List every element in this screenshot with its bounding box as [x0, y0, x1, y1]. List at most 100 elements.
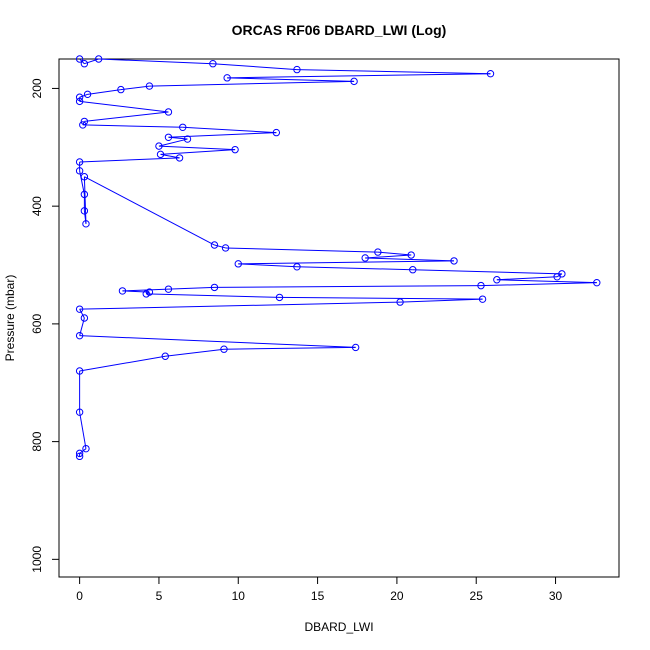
- x-axis: 0 5 10 15 20 25 30: [76, 576, 563, 603]
- data-point: [396, 298, 404, 306]
- data-point: [94, 55, 103, 63]
- series-line-segment: [556, 273, 563, 278]
- series-line-segment: [149, 80, 355, 87]
- series-line-segment: [168, 132, 277, 138]
- series-line-segment: [365, 257, 455, 262]
- data-point: [75, 167, 84, 175]
- series-line-segment: [79, 100, 169, 113]
- series-line-segment: [158, 138, 188, 147]
- series-line-segment: [120, 85, 150, 91]
- data-point: [210, 283, 219, 292]
- y-tick-label: 600: [30, 314, 44, 334]
- data-point: [272, 128, 281, 137]
- data-point: [350, 77, 358, 86]
- data-point: [409, 266, 417, 274]
- data-point: [83, 90, 92, 99]
- series-line-segment: [84, 58, 99, 65]
- series-line-segment: [412, 269, 562, 275]
- series-line-segment: [79, 157, 180, 163]
- data-point: [179, 123, 187, 131]
- data-point: [183, 135, 192, 143]
- data-point: [275, 293, 284, 302]
- x-tick-label: 5: [156, 589, 163, 603]
- data-point: [145, 82, 154, 90]
- series-line-segment: [496, 279, 597, 284]
- series-line-segment: [79, 335, 356, 348]
- data-point: [493, 276, 501, 284]
- series-line-segment: [227, 77, 355, 82]
- data-point: [80, 207, 89, 215]
- data-point: [450, 257, 458, 265]
- data-point: [142, 290, 150, 298]
- data-point: [220, 345, 228, 353]
- series-line-segment: [146, 293, 280, 298]
- data-point: [75, 331, 84, 340]
- series-line-segment: [160, 149, 236, 155]
- series-line-segment: [79, 308, 85, 319]
- series-line-segment: [79, 355, 166, 372]
- data-point: [593, 278, 601, 287]
- series-line-segment: [165, 348, 225, 357]
- series-line-segment: [79, 301, 401, 310]
- plot-frame: [58, 58, 620, 578]
- data-point: [75, 158, 84, 166]
- x-tick-label: 25: [470, 589, 484, 603]
- x-tick-label: 15: [311, 589, 325, 603]
- series-line-segment: [480, 282, 597, 287]
- data-point: [164, 133, 173, 141]
- data-point: [75, 93, 84, 101]
- data-series: [75, 55, 601, 461]
- data-point: [374, 248, 382, 256]
- data-point: [82, 220, 90, 228]
- series-line-segment: [212, 63, 297, 71]
- series-line-segment: [122, 288, 169, 292]
- y-tick-label: 1000: [30, 546, 44, 573]
- x-tick-label: 0: [76, 589, 83, 603]
- data-point: [75, 367, 84, 375]
- data-point: [80, 117, 89, 126]
- x-tick-label: 10: [232, 589, 246, 603]
- chart-title: ORCAS RF06 DBARD_LWI (Log): [232, 22, 447, 38]
- data-point: [210, 241, 219, 249]
- y-axis: 200 400 600 800 1000: [30, 78, 60, 573]
- data-point: [221, 244, 230, 252]
- data-point: [351, 343, 360, 352]
- data-point: [164, 108, 173, 116]
- series-line-segment: [83, 176, 87, 224]
- y-tick-label: 400: [30, 196, 44, 216]
- series-line-segment: [182, 126, 277, 134]
- data-point: [80, 190, 89, 199]
- series-line-segment: [214, 244, 226, 249]
- data-point: [209, 60, 217, 68]
- data-point: [82, 444, 90, 453]
- data-point: [175, 154, 184, 162]
- data-point: [79, 121, 87, 129]
- series-line-segment: [377, 251, 412, 256]
- series-line-segment: [400, 298, 483, 303]
- data-point: [117, 85, 125, 94]
- data-point: [486, 70, 495, 78]
- data-point: [75, 97, 84, 106]
- data-point: [477, 281, 485, 290]
- series-line-segment: [279, 296, 483, 300]
- data-point: [164, 285, 173, 293]
- y-tick-label: 200: [30, 78, 44, 98]
- series-line-segment: [238, 260, 455, 265]
- x-tick-label: 30: [549, 589, 563, 603]
- series-line-segment: [84, 111, 169, 122]
- series-line-segment: [168, 286, 215, 290]
- series-line-segment: [122, 290, 150, 293]
- series-line-segment: [365, 254, 412, 259]
- series-line-segment: [79, 170, 85, 195]
- data-point: [223, 74, 231, 82]
- data-point: [75, 449, 84, 458]
- series-line-segment: [158, 145, 236, 151]
- data-point: [75, 452, 84, 461]
- data-point: [234, 260, 242, 268]
- x-axis-label: DBARD_LWI: [304, 620, 373, 634]
- y-tick-label: 800: [30, 431, 44, 451]
- data-point: [407, 251, 415, 259]
- series-line-segment: [296, 266, 413, 271]
- data-point: [361, 254, 369, 262]
